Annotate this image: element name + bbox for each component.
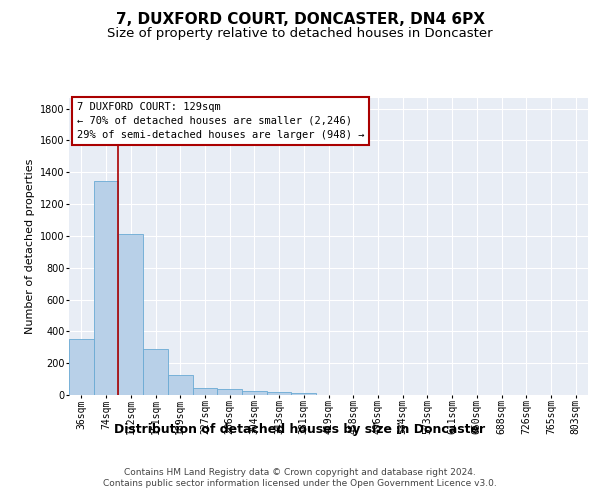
Bar (168, 375, 193, 395)
Text: Size of property relative to detached houses in Doncaster: Size of property relative to detached ho… (107, 28, 493, 40)
Text: 7 DUXFORD COURT: 129sqm
← 70% of detached houses are smaller (2,246)
29% of semi: 7 DUXFORD COURT: 129sqm ← 70% of detache… (77, 102, 364, 140)
Text: 7, DUXFORD COURT, DONCASTER, DN4 6PX: 7, DUXFORD COURT, DONCASTER, DN4 6PX (115, 12, 485, 28)
Y-axis label: Number of detached properties: Number of detached properties (25, 158, 35, 334)
Text: Distribution of detached houses by size in Doncaster: Distribution of detached houses by size … (115, 422, 485, 436)
Bar (217, 390, 242, 395)
Text: Contains HM Land Registry data © Crown copyright and database right 2024.
Contai: Contains HM Land Registry data © Crown c… (103, 468, 497, 487)
Bar (143, 349, 168, 395)
Bar (118, 234, 143, 395)
Bar (292, 392, 316, 395)
Bar (242, 391, 267, 395)
Bar (69, 338, 94, 395)
Bar (193, 388, 217, 395)
Bar (94, 181, 118, 395)
Bar (267, 392, 292, 395)
